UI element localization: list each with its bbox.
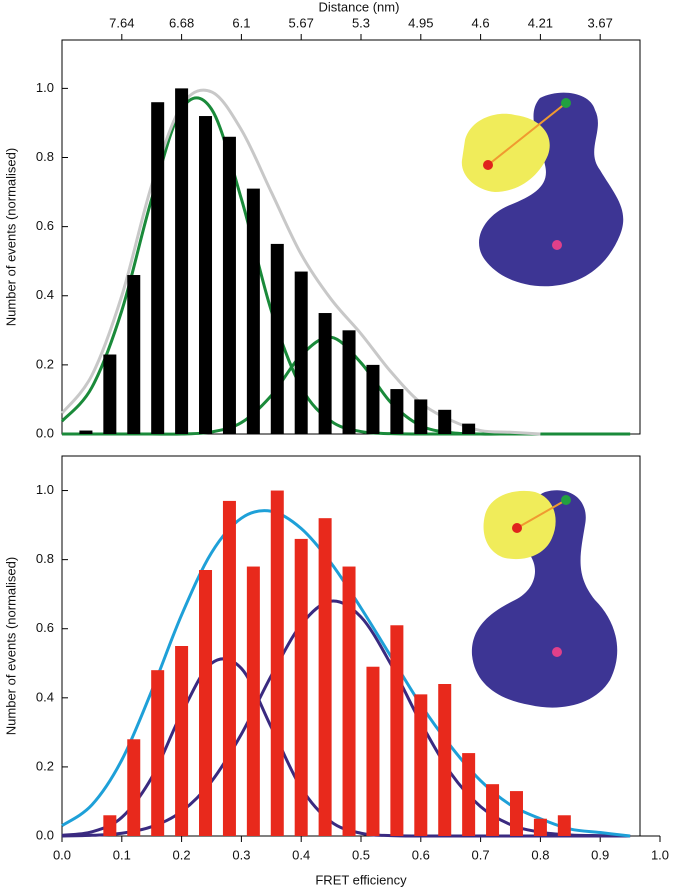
bar: [318, 518, 332, 836]
ligand: [552, 240, 562, 250]
acceptor-dye: [512, 523, 522, 533]
y-tick-label: 1.0: [36, 80, 54, 95]
bar: [127, 739, 141, 836]
distance-line: [516, 499, 567, 529]
bar: [103, 354, 117, 434]
bar: [199, 116, 213, 434]
bar: [342, 330, 356, 434]
bar: [438, 409, 452, 434]
x-tick-label: 0.7: [472, 847, 490, 862]
x2-tick-label: 4.21: [528, 15, 553, 30]
x-tick-label: 0.2: [173, 847, 191, 862]
y-tick-label: 0.4: [36, 287, 54, 302]
bar: [103, 815, 117, 836]
donor-dye: [561, 98, 571, 108]
bar: [175, 88, 189, 435]
fit-curve: [60, 88, 541, 436]
bar: [486, 784, 500, 836]
x-tick-label: 0.3: [232, 847, 250, 862]
bar: [222, 136, 236, 435]
bar: [246, 188, 260, 434]
x2-axis-label: Distance (nm): [319, 0, 400, 14]
bar: [294, 538, 308, 836]
y-tick-label: 0.4: [36, 689, 54, 704]
bar: [509, 791, 523, 836]
x2-tick-label: 3.67: [588, 15, 613, 30]
ligand: [552, 647, 562, 657]
bar: [462, 423, 476, 434]
y-tick-label: 0.6: [36, 620, 54, 635]
y-tick-label: 0.8: [36, 149, 54, 164]
bar: [462, 753, 476, 836]
bar: [79, 430, 93, 434]
bar: [127, 275, 141, 434]
bar: [414, 399, 428, 434]
x-tick-label: 0.5: [352, 847, 370, 862]
y-tick-label: 1.0: [36, 482, 54, 497]
x-tick-label: 0.0: [53, 847, 71, 862]
x2-tick-label: 5.67: [289, 15, 314, 30]
x-tick-label: 1.0: [651, 847, 669, 862]
x2-tick-label: 4.95: [408, 15, 433, 30]
x-tick-label: 0.8: [531, 847, 549, 862]
bar: [246, 566, 260, 836]
bar: [533, 818, 547, 836]
y-tick-label: 0.2: [36, 758, 54, 773]
bar: [318, 313, 332, 434]
x-tick-label: 0.6: [412, 847, 430, 862]
protein-body: [471, 490, 618, 708]
bar: [222, 500, 236, 836]
x-tick-label: 0.4: [292, 847, 310, 862]
distance-line: [487, 102, 567, 166]
donor-dye: [561, 495, 571, 505]
bar: [151, 670, 165, 836]
bar: [294, 271, 308, 434]
y-tick-label: 0.8: [36, 551, 54, 566]
bar: [366, 666, 380, 836]
bar: [151, 102, 165, 435]
bar: [366, 364, 380, 434]
protein-body: [479, 92, 624, 287]
x2-tick-label: 7.64: [109, 15, 134, 30]
y-axis-label: Number of events (normalised): [3, 557, 18, 735]
bar: [175, 646, 189, 836]
y-axis-label: Number of events (normalised): [3, 148, 18, 326]
bar: [414, 694, 428, 836]
protein-bottom: [471, 490, 618, 708]
bar: [270, 490, 284, 836]
x2-tick-label: 5.3: [352, 15, 370, 30]
bar: [390, 389, 404, 434]
x-axis-label: FRET efficiency: [315, 872, 407, 887]
bar: [390, 625, 404, 836]
y-tick-label: 0.2: [36, 356, 54, 371]
acceptor-dye: [483, 160, 493, 170]
y-tick-label: 0.0: [36, 827, 54, 842]
x2-tick-label: 4.6: [472, 15, 490, 30]
bar: [557, 815, 571, 836]
x-tick-label: 0.1: [113, 847, 131, 862]
y-tick-label: 0.0: [36, 425, 54, 440]
bar: [438, 684, 452, 836]
protein-top: [461, 92, 624, 287]
bar: [270, 243, 284, 434]
y-tick-label: 0.6: [36, 218, 54, 233]
x2-tick-label: 6.1: [232, 15, 250, 30]
x2-tick-label: 6.68: [169, 15, 194, 30]
bar: [199, 570, 213, 836]
x-tick-label: 0.9: [591, 847, 609, 862]
bar: [342, 566, 356, 836]
